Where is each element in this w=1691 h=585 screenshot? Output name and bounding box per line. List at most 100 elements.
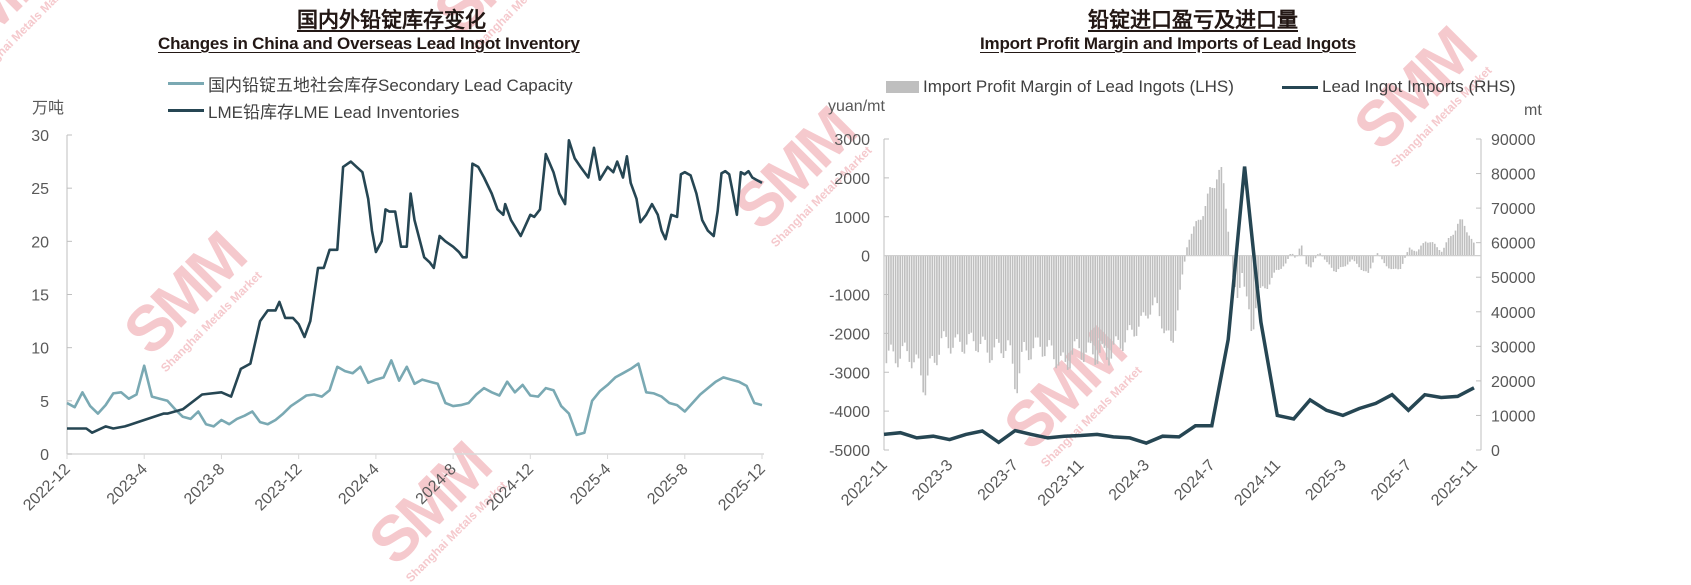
- profit-margin-bar: [1033, 256, 1035, 349]
- profit-margin-bar: [977, 256, 979, 353]
- profit-margin-bar: [1088, 256, 1090, 343]
- profit-margin-bar: [1172, 256, 1174, 343]
- profit-margin-bar: [1131, 256, 1133, 330]
- profit-margin-bar: [1175, 256, 1177, 331]
- profit-margin-bar: [1446, 242, 1448, 255]
- profit-margin-bar: [1122, 256, 1124, 351]
- profit-margin-bar: [1205, 206, 1207, 256]
- profit-margin-bar: [1101, 256, 1103, 345]
- right-x-tick-label: 2024-3: [1106, 457, 1153, 504]
- profit-margin-bar: [1044, 256, 1046, 357]
- profit-margin-bar: [1411, 250, 1413, 256]
- profit-margin-bar: [971, 256, 973, 333]
- profit-margin-bar: [1429, 242, 1431, 255]
- profit-margin-bar: [1239, 256, 1241, 288]
- profit-margin-bar: [1189, 240, 1191, 256]
- profit-margin-bar: [1241, 256, 1243, 273]
- profit-margin-bar: [1042, 256, 1044, 357]
- profit-margin-bar: [918, 256, 920, 359]
- profit-margin-bar: [1457, 224, 1459, 256]
- right-chart: -5000-4000-3000-2000-1000010002000300001…: [829, 132, 1536, 510]
- profit-margin-bar: [959, 256, 961, 342]
- profit-margin-bar: [1195, 221, 1197, 256]
- lhs-y-tick-label: -3000: [829, 365, 870, 382]
- profit-margin-bar: [1186, 247, 1188, 255]
- left-y-tick-label: 15: [31, 288, 49, 305]
- profit-margin-bar: [1085, 256, 1087, 353]
- profit-margin-bar: [1276, 256, 1278, 270]
- profit-margin-bar: [1016, 256, 1018, 394]
- profit-margin-bar: [1384, 256, 1386, 264]
- profit-margin-bar: [987, 256, 989, 353]
- rhs-y-tick-label: 50000: [1491, 270, 1536, 287]
- profit-margin-bar: [1209, 187, 1211, 256]
- profit-margin-bar: [1012, 256, 1014, 364]
- profit-margin-bar: [994, 256, 996, 348]
- profit-margin-bar: [996, 256, 998, 339]
- profit-margin-bar: [943, 256, 945, 332]
- profit-margin-bar: [973, 256, 975, 342]
- profit-margin-bar: [1092, 256, 1094, 355]
- left-x-tick-label: 2023-4: [104, 461, 151, 508]
- profit-margin-bar: [1468, 236, 1470, 256]
- profit-margin-bar: [955, 256, 957, 338]
- rhs-y-tick-label: 20000: [1491, 374, 1536, 391]
- profit-margin-bar: [1452, 235, 1454, 256]
- profit-margin-bar: [1005, 256, 1007, 351]
- profit-margin-bar: [1136, 256, 1138, 336]
- profit-margin-bar: [1021, 256, 1023, 352]
- profit-margin-bar: [1140, 256, 1142, 316]
- profit-margin-bar: [1014, 256, 1016, 390]
- profit-margin-bar: [1345, 256, 1347, 267]
- right-x-tick-label: 2025-11: [1428, 457, 1481, 510]
- profit-margin-bar: [899, 256, 901, 359]
- profit-margin-bar: [1154, 256, 1156, 298]
- profit-margin-bar: [1152, 256, 1154, 306]
- profit-margin-bar: [1400, 256, 1402, 269]
- left-x-tick-label: 2025-4: [567, 461, 614, 508]
- profit-margin-bar: [1200, 220, 1202, 256]
- left-x-tick-label: 2022-12: [20, 461, 74, 515]
- profit-margin-bar: [980, 256, 982, 344]
- profit-margin-bar: [1099, 256, 1101, 353]
- profit-margin-bar: [1150, 256, 1152, 315]
- profit-margin-bar: [1331, 256, 1333, 268]
- right-x-tick-label: 2022-11: [838, 457, 891, 510]
- profit-margin-bar: [1202, 216, 1204, 256]
- profit-margin-bar: [1244, 256, 1246, 287]
- left-x-tick-label: 2025-12: [715, 461, 769, 515]
- profit-margin-bar: [1039, 256, 1041, 347]
- profit-margin-bar: [1161, 256, 1163, 329]
- profit-margin-bar: [1028, 256, 1030, 361]
- profit-margin-bar: [1251, 256, 1253, 331]
- profit-margin-bar: [1067, 256, 1069, 370]
- profit-margin-bar: [1416, 251, 1418, 255]
- profit-margin-bar: [1370, 256, 1372, 269]
- profit-margin-bar: [1083, 256, 1085, 362]
- profit-margin-bar: [1358, 256, 1360, 268]
- profit-margin-bar: [1026, 256, 1028, 351]
- profit-margin-bar: [1170, 256, 1172, 341]
- profit-margin-bar: [1459, 219, 1461, 255]
- profit-margin-bar: [964, 256, 966, 354]
- profit-margin-bar: [1312, 256, 1314, 263]
- profit-margin-bar: [1427, 243, 1429, 256]
- profit-margin-bar: [1090, 256, 1092, 344]
- rhs-y-tick-label: 80000: [1491, 167, 1536, 184]
- profit-margin-bar: [1078, 256, 1080, 349]
- profit-margin-bar: [895, 256, 897, 364]
- profit-margin-bar: [1168, 256, 1170, 331]
- profit-margin-bar: [1354, 256, 1356, 262]
- profit-margin-bar: [1443, 248, 1445, 256]
- profit-margin-bar: [1055, 256, 1057, 369]
- profit-margin-bar: [1072, 256, 1074, 355]
- profit-margin-bar: [902, 256, 904, 347]
- profit-margin-bar: [1473, 243, 1475, 256]
- profit-margin-bar: [1065, 256, 1067, 362]
- profit-margin-bar: [1127, 256, 1129, 331]
- profit-margin-bar: [1301, 246, 1303, 256]
- profit-margin-bar: [893, 256, 895, 352]
- profit-margin-bar: [1361, 256, 1363, 270]
